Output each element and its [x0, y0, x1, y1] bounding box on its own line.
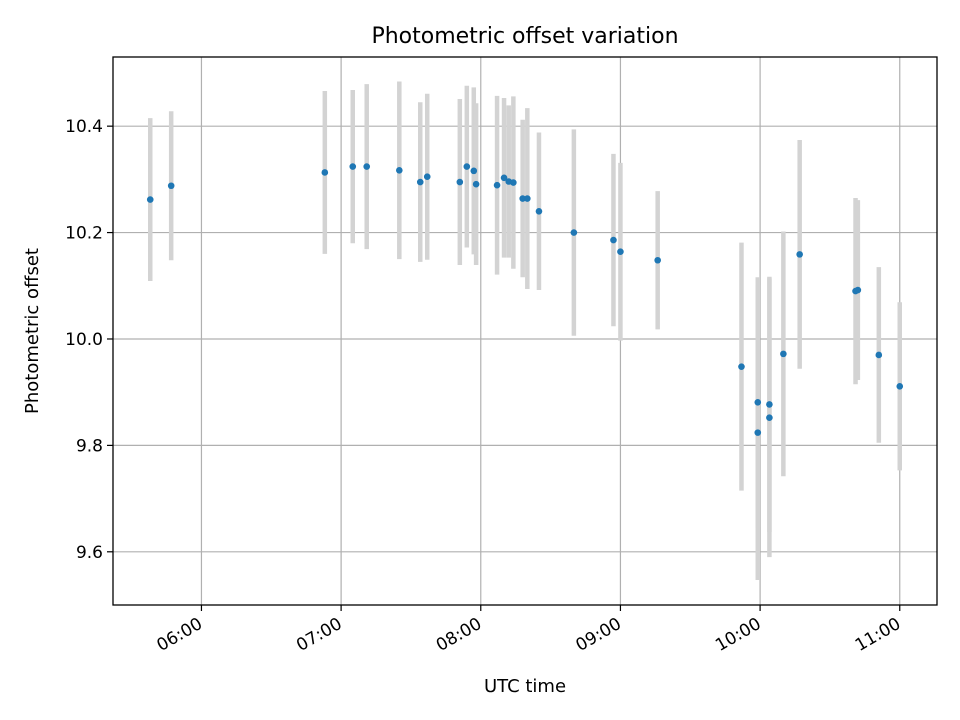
data-point — [416, 178, 424, 186]
plot-frame — [112, 56, 938, 606]
errorbar-layer — [147, 81, 903, 580]
x-axis-label: UTC time — [484, 676, 566, 697]
data-point — [349, 163, 357, 170]
data-point — [456, 178, 464, 186]
y-tick-label: 9.8 — [76, 436, 103, 456]
data-point — [363, 163, 371, 170]
y-tick-label: 10.0 — [65, 330, 103, 350]
data-point — [766, 401, 773, 408]
y-tick-label: 10.4 — [65, 117, 103, 137]
y-tick-label: 10.2 — [65, 224, 103, 244]
data-point — [519, 195, 526, 202]
data-point — [146, 196, 154, 203]
data-point — [570, 229, 578, 236]
x-tick-label: 11:00 — [852, 614, 904, 656]
data-point — [470, 167, 478, 175]
data-point — [754, 398, 762, 406]
data-point — [738, 363, 745, 370]
x-tick-label: 10:00 — [712, 614, 764, 656]
data-point — [510, 179, 517, 186]
data-point — [796, 251, 803, 258]
tick-layer: 06:00 07:00 08:00 09:00 10:00 11:00 9.6 9.8 10.0… — [65, 117, 904, 656]
data-point — [321, 169, 329, 176]
data-point — [617, 248, 624, 256]
chart-title: Photometric offset variation — [371, 24, 678, 49]
data-point — [766, 414, 773, 422]
grid-layer — [113, 57, 937, 605]
y-axis-label: Photometric offset — [22, 248, 43, 414]
x-tick-label: 07:00 — [293, 614, 345, 656]
point-layer — [146, 163, 904, 436]
data-point — [493, 181, 501, 189]
x-tick-label: 06:00 — [154, 614, 206, 656]
data-point — [896, 383, 904, 390]
data-point — [500, 174, 508, 182]
data-point — [423, 173, 431, 181]
data-point — [854, 286, 862, 294]
data-point — [396, 167, 403, 174]
data-point — [780, 350, 787, 358]
data-point — [524, 195, 531, 202]
data-point — [654, 256, 661, 264]
data-point — [463, 163, 471, 170]
x-tick-label: 08:00 — [433, 614, 485, 656]
data-point — [875, 351, 883, 359]
y-tick-label: 9.6 — [76, 543, 103, 563]
data-point — [535, 207, 543, 215]
data-point — [167, 182, 175, 190]
data-point — [610, 236, 617, 244]
data-point — [472, 180, 480, 188]
data-point — [754, 429, 762, 436]
x-tick-label: 09:00 — [572, 614, 624, 656]
